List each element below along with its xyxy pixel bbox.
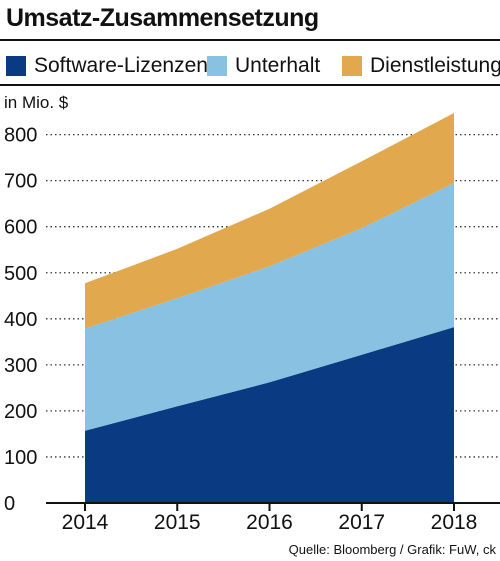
area-dienstleistungen (85, 113, 454, 329)
y-tick-label: 700 (4, 171, 37, 193)
y-axis-label: in Mio. $ (4, 93, 69, 112)
legend-label-unterhalt: Unterhalt (235, 54, 321, 77)
legend-label-software: Software-Lizenzen (34, 54, 208, 77)
legend-item-unterhalt: Unterhalt (207, 54, 320, 78)
source-note: Quelle: Bloomberg / Grafik: FuW, ck (288, 542, 496, 557)
y-tick-label: 600 (4, 217, 37, 239)
chart-title: Umsatz-Zusammensetzung (6, 4, 319, 32)
legend-swatch-dienstleistungen (342, 56, 362, 76)
y-tick-label: 200 (4, 401, 37, 423)
legend-swatch-software (6, 56, 26, 76)
legend: Software-Lizenzen Unterhalt Dienstleistu… (0, 50, 500, 82)
x-tick-label: 2014 (62, 511, 109, 534)
legend-label-dienstleistungen: Dienstleistungen (370, 54, 500, 77)
legend-rule (0, 84, 500, 86)
y-tick-label: 100 (4, 447, 37, 469)
area-software-lizenzen (85, 327, 454, 503)
legend-item-software: Software-Lizenzen (6, 54, 208, 78)
legend-swatch-unterhalt (207, 56, 227, 76)
y-tick-label: 800 (4, 125, 37, 147)
y-tick-label: 0 (4, 493, 15, 515)
area-unterhalt (85, 183, 454, 431)
x-tick-label: 2016 (246, 511, 293, 534)
y-tick-label: 500 (4, 263, 37, 285)
x-tick-label: 2017 (338, 511, 385, 534)
legend-item-dienstleistungen: Dienstleistungen (342, 54, 500, 78)
title-rule (0, 39, 500, 41)
y-tick-label: 400 (4, 309, 37, 331)
x-tick-label: 2015 (154, 511, 201, 534)
y-tick-label: 300 (4, 355, 37, 377)
x-tick-label: 2018 (431, 511, 478, 534)
